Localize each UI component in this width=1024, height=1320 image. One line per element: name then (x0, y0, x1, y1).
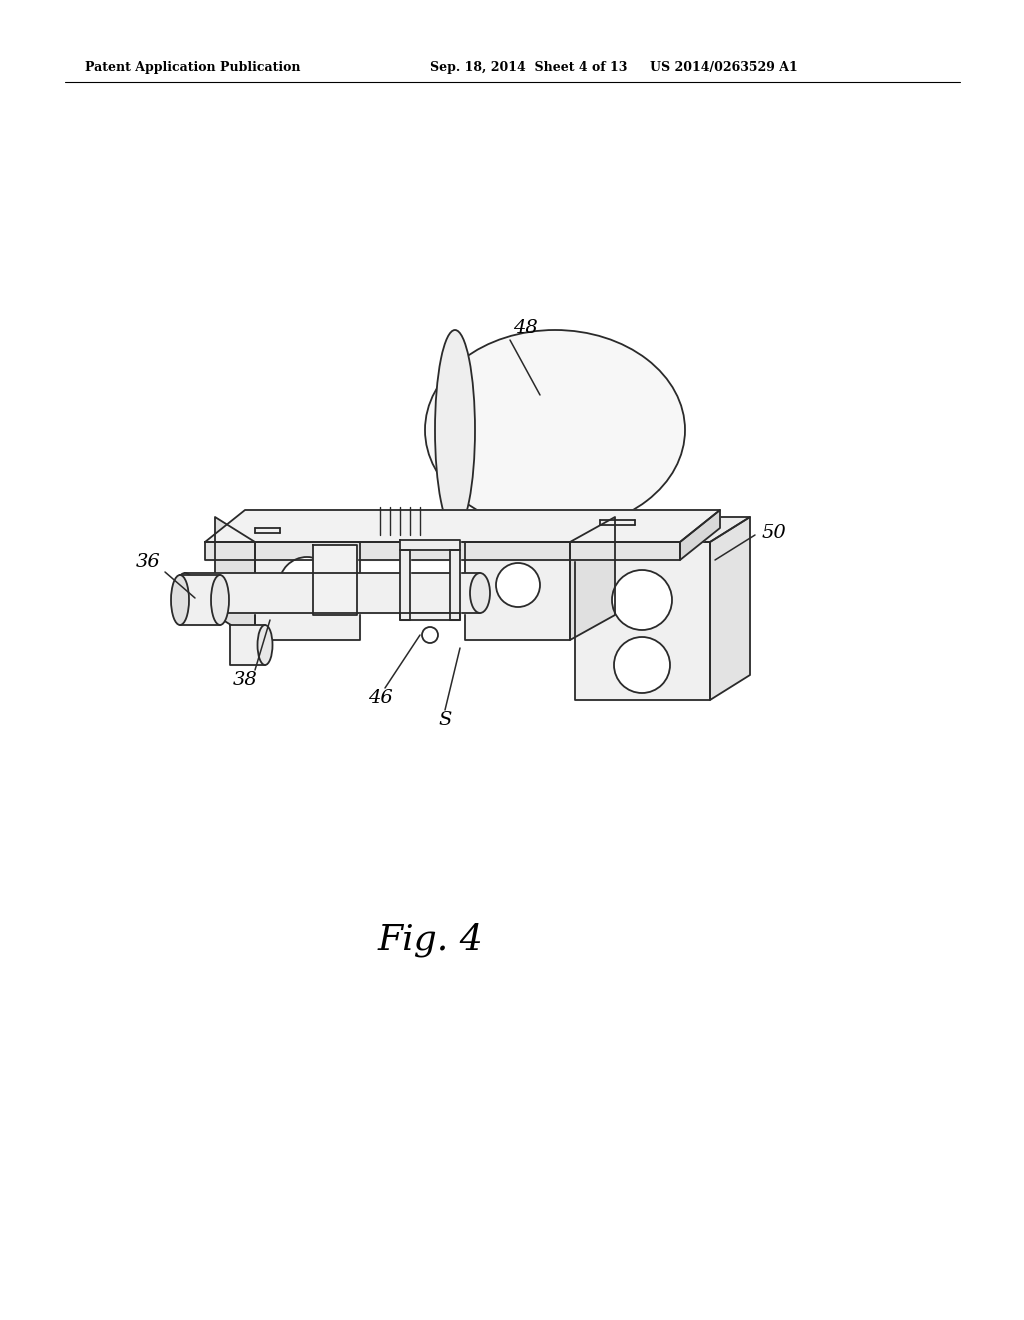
Polygon shape (710, 517, 750, 700)
Text: 48: 48 (513, 319, 538, 337)
Circle shape (614, 638, 670, 693)
Ellipse shape (257, 624, 272, 665)
Text: US 2014/0263529 A1: US 2014/0263529 A1 (650, 62, 798, 74)
Polygon shape (400, 612, 460, 620)
Polygon shape (205, 510, 720, 543)
Ellipse shape (435, 330, 475, 531)
Circle shape (422, 627, 438, 643)
Circle shape (612, 570, 672, 630)
Circle shape (496, 564, 540, 607)
Text: 46: 46 (368, 689, 392, 708)
Text: Sep. 18, 2014  Sheet 4 of 13: Sep. 18, 2014 Sheet 4 of 13 (430, 62, 628, 74)
Text: S: S (438, 711, 452, 729)
Polygon shape (570, 517, 615, 640)
Text: 38: 38 (232, 671, 257, 689)
Text: 36: 36 (135, 553, 161, 572)
Polygon shape (465, 543, 570, 640)
Polygon shape (185, 573, 480, 612)
Ellipse shape (470, 573, 490, 612)
Text: Patent Application Publication: Patent Application Publication (85, 62, 300, 74)
Polygon shape (180, 576, 220, 624)
Polygon shape (400, 540, 460, 550)
Polygon shape (205, 543, 680, 560)
Ellipse shape (175, 573, 195, 612)
Polygon shape (575, 543, 710, 700)
Ellipse shape (171, 576, 189, 624)
Text: Fig. 4: Fig. 4 (377, 923, 483, 957)
Text: 50: 50 (762, 524, 786, 543)
Polygon shape (313, 545, 357, 615)
Polygon shape (450, 550, 460, 620)
Polygon shape (230, 624, 265, 665)
Ellipse shape (211, 576, 229, 624)
Ellipse shape (425, 330, 685, 531)
Polygon shape (215, 517, 255, 640)
Polygon shape (255, 543, 360, 640)
Polygon shape (575, 517, 750, 543)
Polygon shape (400, 550, 410, 620)
Circle shape (279, 557, 335, 612)
Polygon shape (680, 510, 720, 560)
